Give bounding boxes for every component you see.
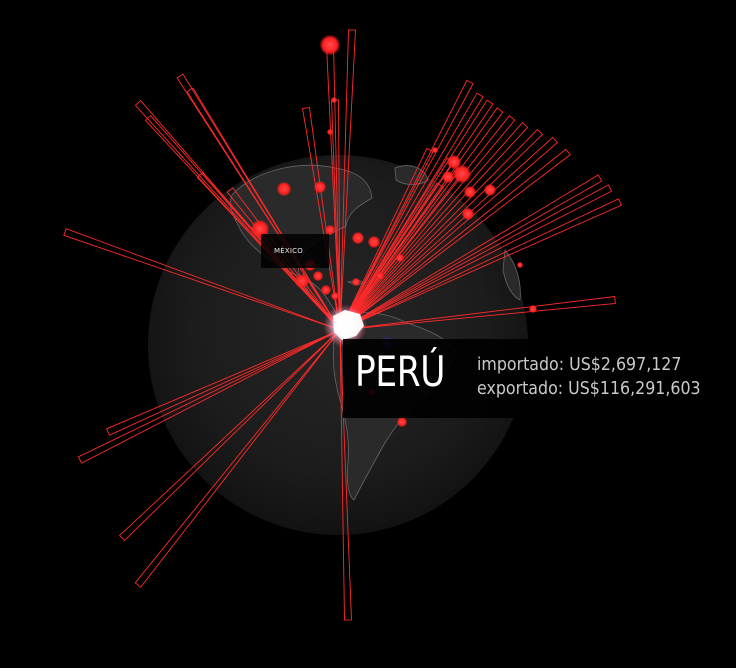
trade-point[interactable] — [432, 147, 438, 153]
landmass-africa-edge — [502, 249, 521, 301]
trade-line — [339, 174, 603, 331]
trade-point[interactable] — [464, 186, 476, 198]
trade-line — [134, 329, 341, 588]
trade-point[interactable] — [251, 220, 269, 238]
trade-point[interactable] — [295, 274, 309, 288]
trade-point[interactable] — [331, 97, 337, 103]
trade-point[interactable] — [376, 272, 384, 280]
trade-line — [118, 329, 341, 542]
trade-point[interactable] — [313, 271, 323, 281]
trade-point[interactable] — [517, 262, 523, 268]
trade-line — [63, 228, 341, 331]
trade-point[interactable] — [320, 35, 340, 55]
trade-point[interactable] — [453, 165, 471, 183]
country-label-mexico-text: MÉXICO — [274, 247, 303, 255]
trade-point[interactable] — [321, 285, 331, 295]
selected-country-name: PERÚ — [355, 347, 446, 396]
origin-country-shape — [333, 310, 364, 340]
trade-line — [339, 136, 558, 331]
trade-line — [339, 147, 434, 331]
trade-point[interactable] — [529, 305, 537, 313]
trade-line — [339, 182, 444, 331]
trade-point[interactable] — [396, 254, 404, 262]
trade-line — [77, 329, 341, 464]
trade-point[interactable] — [277, 182, 291, 196]
trade-point[interactable] — [327, 129, 333, 135]
trade-point[interactable] — [462, 208, 474, 220]
trade-point[interactable] — [325, 225, 335, 235]
trade-line — [339, 329, 352, 621]
trade-point[interactable] — [442, 171, 454, 183]
trade-point[interactable] — [368, 236, 380, 248]
trade-line — [339, 107, 504, 331]
trade-line — [105, 329, 341, 436]
trade-line — [339, 79, 474, 331]
trade-line — [144, 115, 341, 331]
trade-line — [339, 122, 529, 331]
trade-line — [339, 92, 484, 331]
trade-line — [339, 115, 516, 331]
trade-point[interactable] — [447, 155, 461, 169]
trade-line — [339, 198, 623, 331]
trade-line — [302, 106, 341, 331]
trade-point[interactable] — [352, 278, 360, 286]
trade-point[interactable] — [484, 184, 496, 196]
exported-value: exportado: US$116,291,603 — [477, 378, 701, 399]
trade-line — [186, 87, 341, 331]
trade-point[interactable] — [314, 181, 326, 193]
country-info-panel: PERÚ importado: US$2,697,127 exportado: … — [343, 339, 736, 418]
trade-line — [339, 184, 613, 331]
trade-line — [339, 29, 356, 331]
imported-value: importado: US$2,697,127 — [477, 354, 682, 375]
country-label-mexico[interactable]: MÉXICO — [261, 234, 329, 268]
landmass-greenland — [394, 165, 429, 185]
trade-line — [339, 296, 616, 331]
trade-point[interactable] — [352, 232, 364, 244]
trade-line — [339, 128, 544, 331]
trade-point[interactable] — [331, 292, 339, 300]
trade-point[interactable] — [397, 417, 407, 427]
trade-line — [339, 148, 571, 331]
